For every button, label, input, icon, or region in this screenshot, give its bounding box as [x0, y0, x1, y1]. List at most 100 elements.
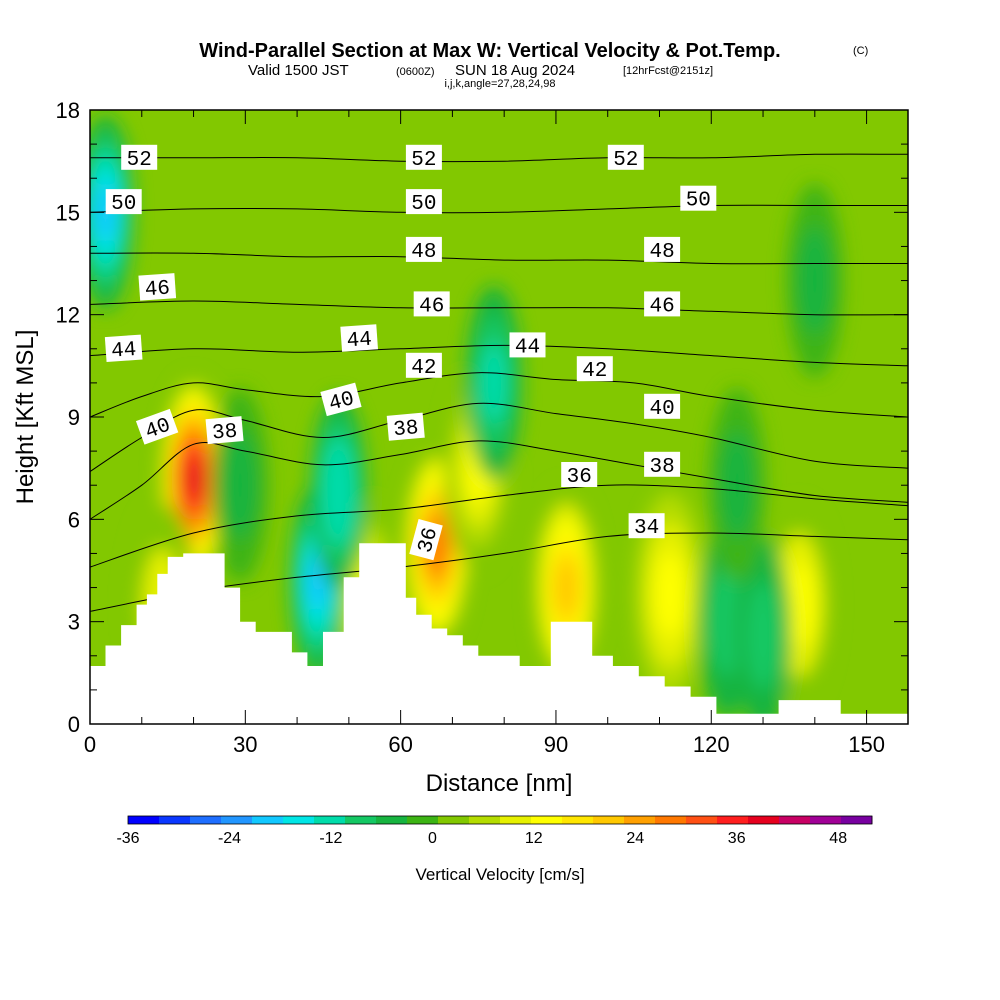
contour-label-text: 48 — [649, 241, 674, 264]
colorbar-swatch — [810, 816, 842, 824]
y-tick-label: 15 — [56, 200, 80, 225]
theta-contour-36 — [90, 484, 908, 568]
velocity-cell — [746, 580, 781, 690]
contour-label-text: 38 — [211, 421, 238, 446]
colorbar-swatch — [159, 816, 191, 824]
contour-label: 52 — [121, 144, 158, 172]
contour-label-box — [386, 412, 425, 441]
colorbar-swatch — [314, 816, 346, 824]
contour-label-text: 42 — [411, 357, 436, 380]
colorbar-label: Vertical Velocity [cm/s] — [415, 865, 584, 884]
theta-contour-42 — [90, 372, 908, 418]
contour-label-text: 42 — [582, 360, 607, 383]
contour-label: 38 — [644, 451, 681, 479]
contour-label-box — [104, 334, 143, 363]
valid-utc: (0600Z) — [396, 66, 435, 78]
contour-label: 40 — [135, 408, 179, 445]
contour-label-box — [576, 356, 613, 382]
contour-label: 50 — [405, 189, 442, 216]
contour-label-box — [121, 144, 158, 170]
colorbar-swatch — [438, 816, 470, 824]
contour-label-text: 50 — [111, 193, 136, 216]
contour-label: 44 — [340, 324, 378, 353]
colorbar-tick-label: -36 — [116, 830, 139, 847]
contour-label-text: 44 — [346, 329, 373, 354]
y-tick-label: 9 — [68, 405, 80, 430]
contour-label-text: 48 — [411, 241, 436, 264]
theta-contour-52 — [90, 153, 908, 163]
velocity-cell — [327, 458, 351, 526]
colorbar-swatch — [221, 816, 253, 824]
contour-label-text: 52 — [411, 149, 436, 172]
colorbar-frame — [127, 815, 873, 825]
contour-label: 38 — [386, 412, 425, 442]
contour-label-text: 38 — [649, 456, 674, 479]
x-tick-label: 90 — [544, 732, 568, 757]
contour-label-text: 44 — [515, 336, 540, 359]
contour-label-text: 38 — [392, 417, 419, 442]
colorbar-swatch — [717, 816, 749, 824]
contour-label-box — [340, 324, 378, 352]
x-tick-label: 60 — [388, 732, 412, 757]
contour-label-box — [607, 144, 644, 170]
contour-label-box — [509, 332, 546, 358]
contour-label: 46 — [138, 273, 177, 303]
colorbar-swatch — [376, 816, 408, 824]
contour-label: 48 — [644, 236, 681, 264]
contour-label-box — [644, 393, 681, 419]
contour-label-box — [405, 144, 442, 170]
colorbar: -36 -24 -12 0 12 24 36 48 — [116, 815, 873, 847]
valid-date: SUN 18 Aug 2024 — [455, 62, 575, 79]
contour-label-text: 36 — [567, 466, 592, 489]
contour-label-box — [644, 451, 681, 477]
contour-label-text: 40 — [649, 398, 674, 421]
colorbar-swatch — [562, 816, 594, 824]
y-tick-label: 18 — [56, 98, 80, 123]
contour-label: 36 — [409, 519, 443, 561]
colorbar-swatch — [500, 816, 532, 824]
x-axis-label: Distance [nm] — [426, 770, 573, 797]
theta-contour-44 — [90, 344, 908, 367]
colorbar-swatch — [624, 816, 656, 824]
contour-label-box — [405, 352, 442, 378]
contour-label-text: 46 — [144, 278, 171, 303]
y-tick-label: 6 — [68, 507, 80, 532]
contour-label: 36 — [561, 462, 598, 489]
contour-label: 48 — [405, 236, 442, 264]
colorbar-swatch — [407, 816, 439, 824]
contour-label-box — [644, 291, 681, 317]
contour-label-text: 50 — [411, 193, 436, 216]
colorbar-tick-label: 48 — [829, 830, 847, 847]
contour-label-text: 44 — [110, 339, 137, 364]
contour-label-box — [205, 416, 244, 445]
velocity-cell — [480, 342, 508, 424]
contour-label-box — [135, 408, 179, 445]
contour-label: 50 — [680, 185, 717, 213]
colorbar-swatch — [531, 816, 563, 824]
colorbar-swatch — [841, 816, 873, 824]
contour-label: 46 — [413, 291, 450, 318]
grid-indices: i,j,k,angle=27,28,24,98 — [444, 78, 555, 90]
theta-contour-46 — [90, 300, 908, 316]
contour-label-box — [409, 519, 443, 561]
colorbar-tick-label: -24 — [218, 830, 241, 847]
colorbar-tick-label: -12 — [319, 830, 342, 847]
y-axis-label: Height [Kft MSL] — [12, 330, 39, 505]
colorbar-swatch — [686, 816, 718, 824]
contour-label-text: 52 — [613, 149, 638, 172]
chart-title: Wind-Parallel Section at Max W: Vertical… — [199, 40, 780, 62]
contour-label-box — [680, 185, 717, 211]
colorbar-swatch — [252, 816, 284, 824]
colorbar-swatch — [128, 816, 160, 824]
colorbar-swatch — [779, 816, 811, 824]
theta-contour-40 — [90, 402, 908, 473]
contour-label-text: 50 — [686, 190, 711, 213]
theta-contour-50 — [90, 204, 908, 214]
terrain-mask — [90, 543, 908, 724]
contour-label: 44 — [509, 332, 546, 359]
contour-label-box — [138, 273, 177, 301]
y-tick-label: 3 — [68, 610, 80, 635]
